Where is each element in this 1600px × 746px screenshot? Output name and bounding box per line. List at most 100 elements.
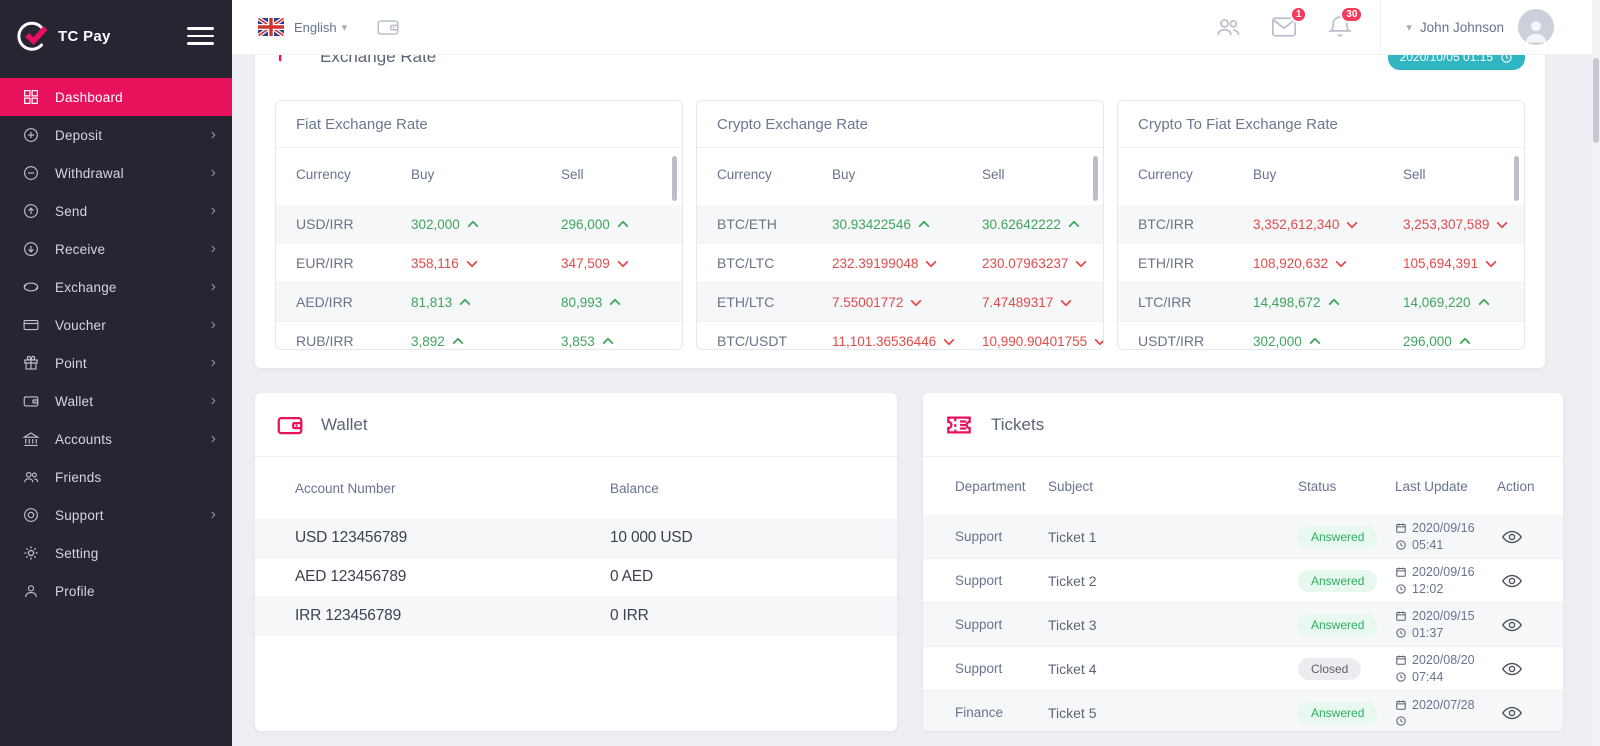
main-content: Exchange Rate 2020/10/05 01:15 Fiat Exch…: [232, 0, 1600, 746]
last-update: 2020/09/15 01:37: [1395, 609, 1497, 640]
department: Support: [955, 617, 1003, 632]
chevron-right-icon: ›: [210, 506, 216, 523]
table-header: Account Number Balance: [295, 480, 659, 496]
chevron-right-icon: ›: [210, 430, 216, 447]
gift-icon: [24, 355, 38, 370]
status-badge: Answered: [1298, 613, 1378, 636]
messages-button[interactable]: 1: [1270, 6, 1308, 41]
status-badge: Answered: [1298, 701, 1378, 724]
eye-icon: [1502, 618, 1522, 631]
department: Support: [955, 661, 1003, 676]
person-icon: [25, 585, 37, 598]
divider: [1380, 0, 1382, 55]
crypto-exchange-rate-card: Crypto Exchange Rate Currency Buy Sell B…: [696, 100, 1104, 350]
sidebar-item-accounts[interactable]: Accounts ›: [0, 420, 232, 458]
balance: 0 IRR: [610, 607, 649, 624]
sidebar-item-voucher[interactable]: Voucher ›: [0, 306, 232, 344]
status-badge: Answered: [1298, 569, 1378, 592]
sidebar-item-point[interactable]: Point ›: [0, 344, 232, 382]
chevron-down-icon[interactable]: ▾: [341, 21, 348, 34]
last-update: 2020/08/20 07:44: [1395, 653, 1497, 684]
exchange-rate-panel: Exchange Rate 2020/10/05 01:15 Fiat Exch…: [255, 30, 1545, 368]
brand-header: TC Pay: [0, 0, 232, 72]
sidebar-item-exchange[interactable]: Exchange ›: [0, 268, 232, 306]
wallet-icon: [275, 410, 305, 440]
clock-icon: [1396, 628, 1406, 638]
last-update: 2020/09/16 05:41: [1395, 521, 1497, 552]
clock-icon: [1396, 716, 1406, 726]
view-ticket-button[interactable]: [1501, 570, 1523, 592]
sidebar: TC Pay Dashboard Deposit › Withdrawal › …: [0, 0, 232, 746]
wallet-card: Wallet Account Number Balance USD 123456…: [255, 393, 897, 731]
topbar: English ▾ 1 30 ▾ John Johnson: [232, 0, 1600, 55]
sidebar-item-support[interactable]: Support ›: [0, 496, 232, 534]
chevron-down-icon[interactable]: ▾: [1406, 21, 1412, 34]
fiat-exchange-rate-card: Fiat Exchange Rate Currency Buy Sell USD…: [275, 100, 683, 350]
eye-icon: [1502, 530, 1522, 543]
sidebar-item-setting[interactable]: Setting: [0, 534, 232, 572]
tickets-card: Tickets Department Subject Status Last U…: [923, 393, 1563, 731]
subject: Ticket 4: [1048, 660, 1097, 677]
dashboard-icon: [24, 90, 38, 104]
rate-row: AED/IRR 81,813 80,993: [276, 283, 682, 322]
friends-button[interactable]: [1214, 13, 1242, 41]
page-scrollbar-thumb[interactable]: [1593, 58, 1599, 143]
send-icon: [24, 204, 38, 218]
view-ticket-button[interactable]: [1501, 702, 1523, 724]
table-header: Currency Buy Sell: [1138, 166, 1426, 182]
sidebar-toggle-button[interactable]: [187, 27, 214, 45]
sidebar-item-wallet[interactable]: Wallet ›: [0, 382, 232, 420]
rate-row: ETH/IRR 108,920,632 105,694,391: [1118, 244, 1524, 283]
view-ticket-button[interactable]: [1501, 658, 1523, 680]
sidebar-item-send[interactable]: Send ›: [0, 192, 232, 230]
chevron-right-icon: ›: [210, 316, 216, 333]
rate-row: USDT/IRR 302,000 296,000: [1118, 322, 1524, 349]
rate-row: BTC/LTC 232.39199048 230.07963237: [697, 244, 1103, 283]
notification-badge: 30: [1340, 6, 1364, 23]
language-selector[interactable]: English: [294, 19, 337, 35]
clock-icon: [1396, 540, 1406, 550]
sidebar-item-deposit[interactable]: Deposit ›: [0, 116, 232, 154]
wallet-row: IRR 123456789 0 IRR: [255, 597, 897, 636]
wallet-row: AED 123456789 0 AED: [255, 558, 897, 597]
account-number: IRR 123456789: [295, 607, 401, 624]
sidebar-item-receive[interactable]: Receive ›: [0, 230, 232, 268]
card-title: Wallet: [321, 414, 368, 434]
crypto-to-fiat-exchange-rate-card: Crypto To Fiat Exchange Rate Currency Bu…: [1117, 100, 1525, 350]
chevron-right-icon: ›: [210, 202, 216, 219]
eye-icon: [1502, 706, 1522, 719]
view-ticket-button[interactable]: [1501, 526, 1523, 548]
department: Support: [955, 529, 1003, 544]
wallet-icon: [23, 396, 39, 407]
bank-icon: [22, 432, 40, 446]
card-scrollbar[interactable]: [1093, 156, 1098, 201]
support-icon: [24, 508, 38, 522]
user-menu[interactable]: John Johnson: [1419, 19, 1504, 35]
calendar-icon: [1396, 567, 1406, 577]
brand-name: TC Pay: [58, 27, 111, 45]
sidebar-item-friends[interactable]: Friends: [0, 458, 232, 496]
subject: Ticket 1: [1048, 528, 1097, 545]
department: Support: [955, 573, 1003, 588]
card-title: Tickets: [991, 414, 1045, 434]
chevron-right-icon: ›: [210, 278, 216, 295]
avatar[interactable]: [1518, 9, 1554, 45]
sidebar-item-profile[interactable]: Profile: [0, 572, 232, 610]
notifications-button[interactable]: 30: [1326, 6, 1364, 41]
voucher-icon: [23, 319, 39, 331]
sidebar-item-withdrawal[interactable]: Withdrawal ›: [0, 154, 232, 192]
page-scrollbar[interactable]: [1592, 0, 1600, 746]
status-badge: Closed: [1298, 657, 1362, 680]
sidebar-item-dashboard[interactable]: Dashboard: [0, 78, 232, 116]
view-ticket-button[interactable]: [1501, 614, 1523, 636]
ticket-row: Support Ticket 1 Answered 2020/09/16 05:…: [923, 515, 1563, 559]
status-badge: Answered: [1298, 525, 1378, 548]
card-scrollbar[interactable]: [1514, 156, 1519, 201]
ticket-row: Support Ticket 2 Answered 2020/09/16 12:…: [923, 559, 1563, 603]
card-scrollbar[interactable]: [672, 156, 677, 201]
rate-row: BTC/IRR 3,352,612,340 3,253,307,589: [1118, 205, 1524, 244]
table-header: Currency Buy Sell: [296, 166, 584, 182]
account-number: USD 123456789: [295, 529, 408, 546]
topbar-wallet-button[interactable]: [375, 14, 401, 40]
table-header: Currency Buy Sell: [717, 166, 1005, 182]
